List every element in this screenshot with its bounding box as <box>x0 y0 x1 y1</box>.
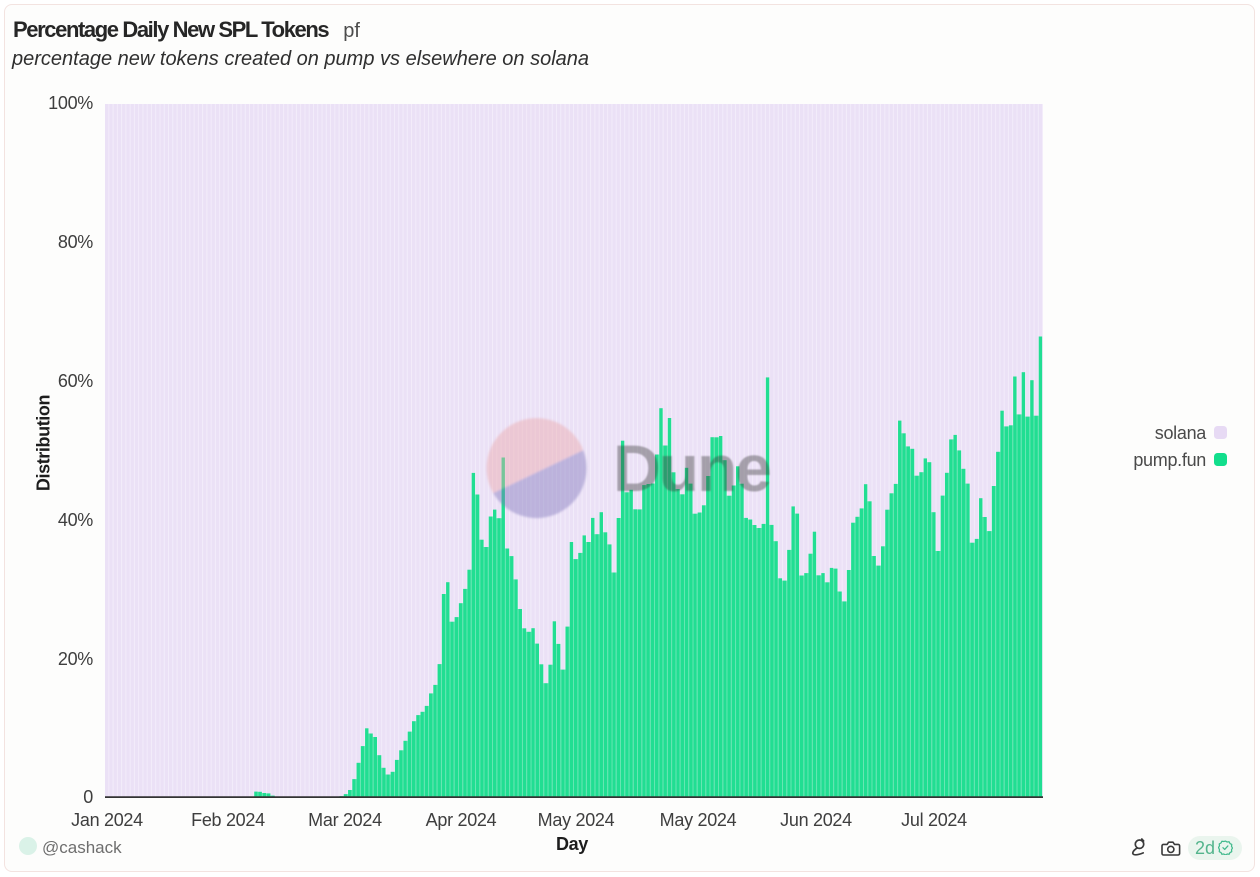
svg-text:Dune: Dune <box>613 431 770 505</box>
